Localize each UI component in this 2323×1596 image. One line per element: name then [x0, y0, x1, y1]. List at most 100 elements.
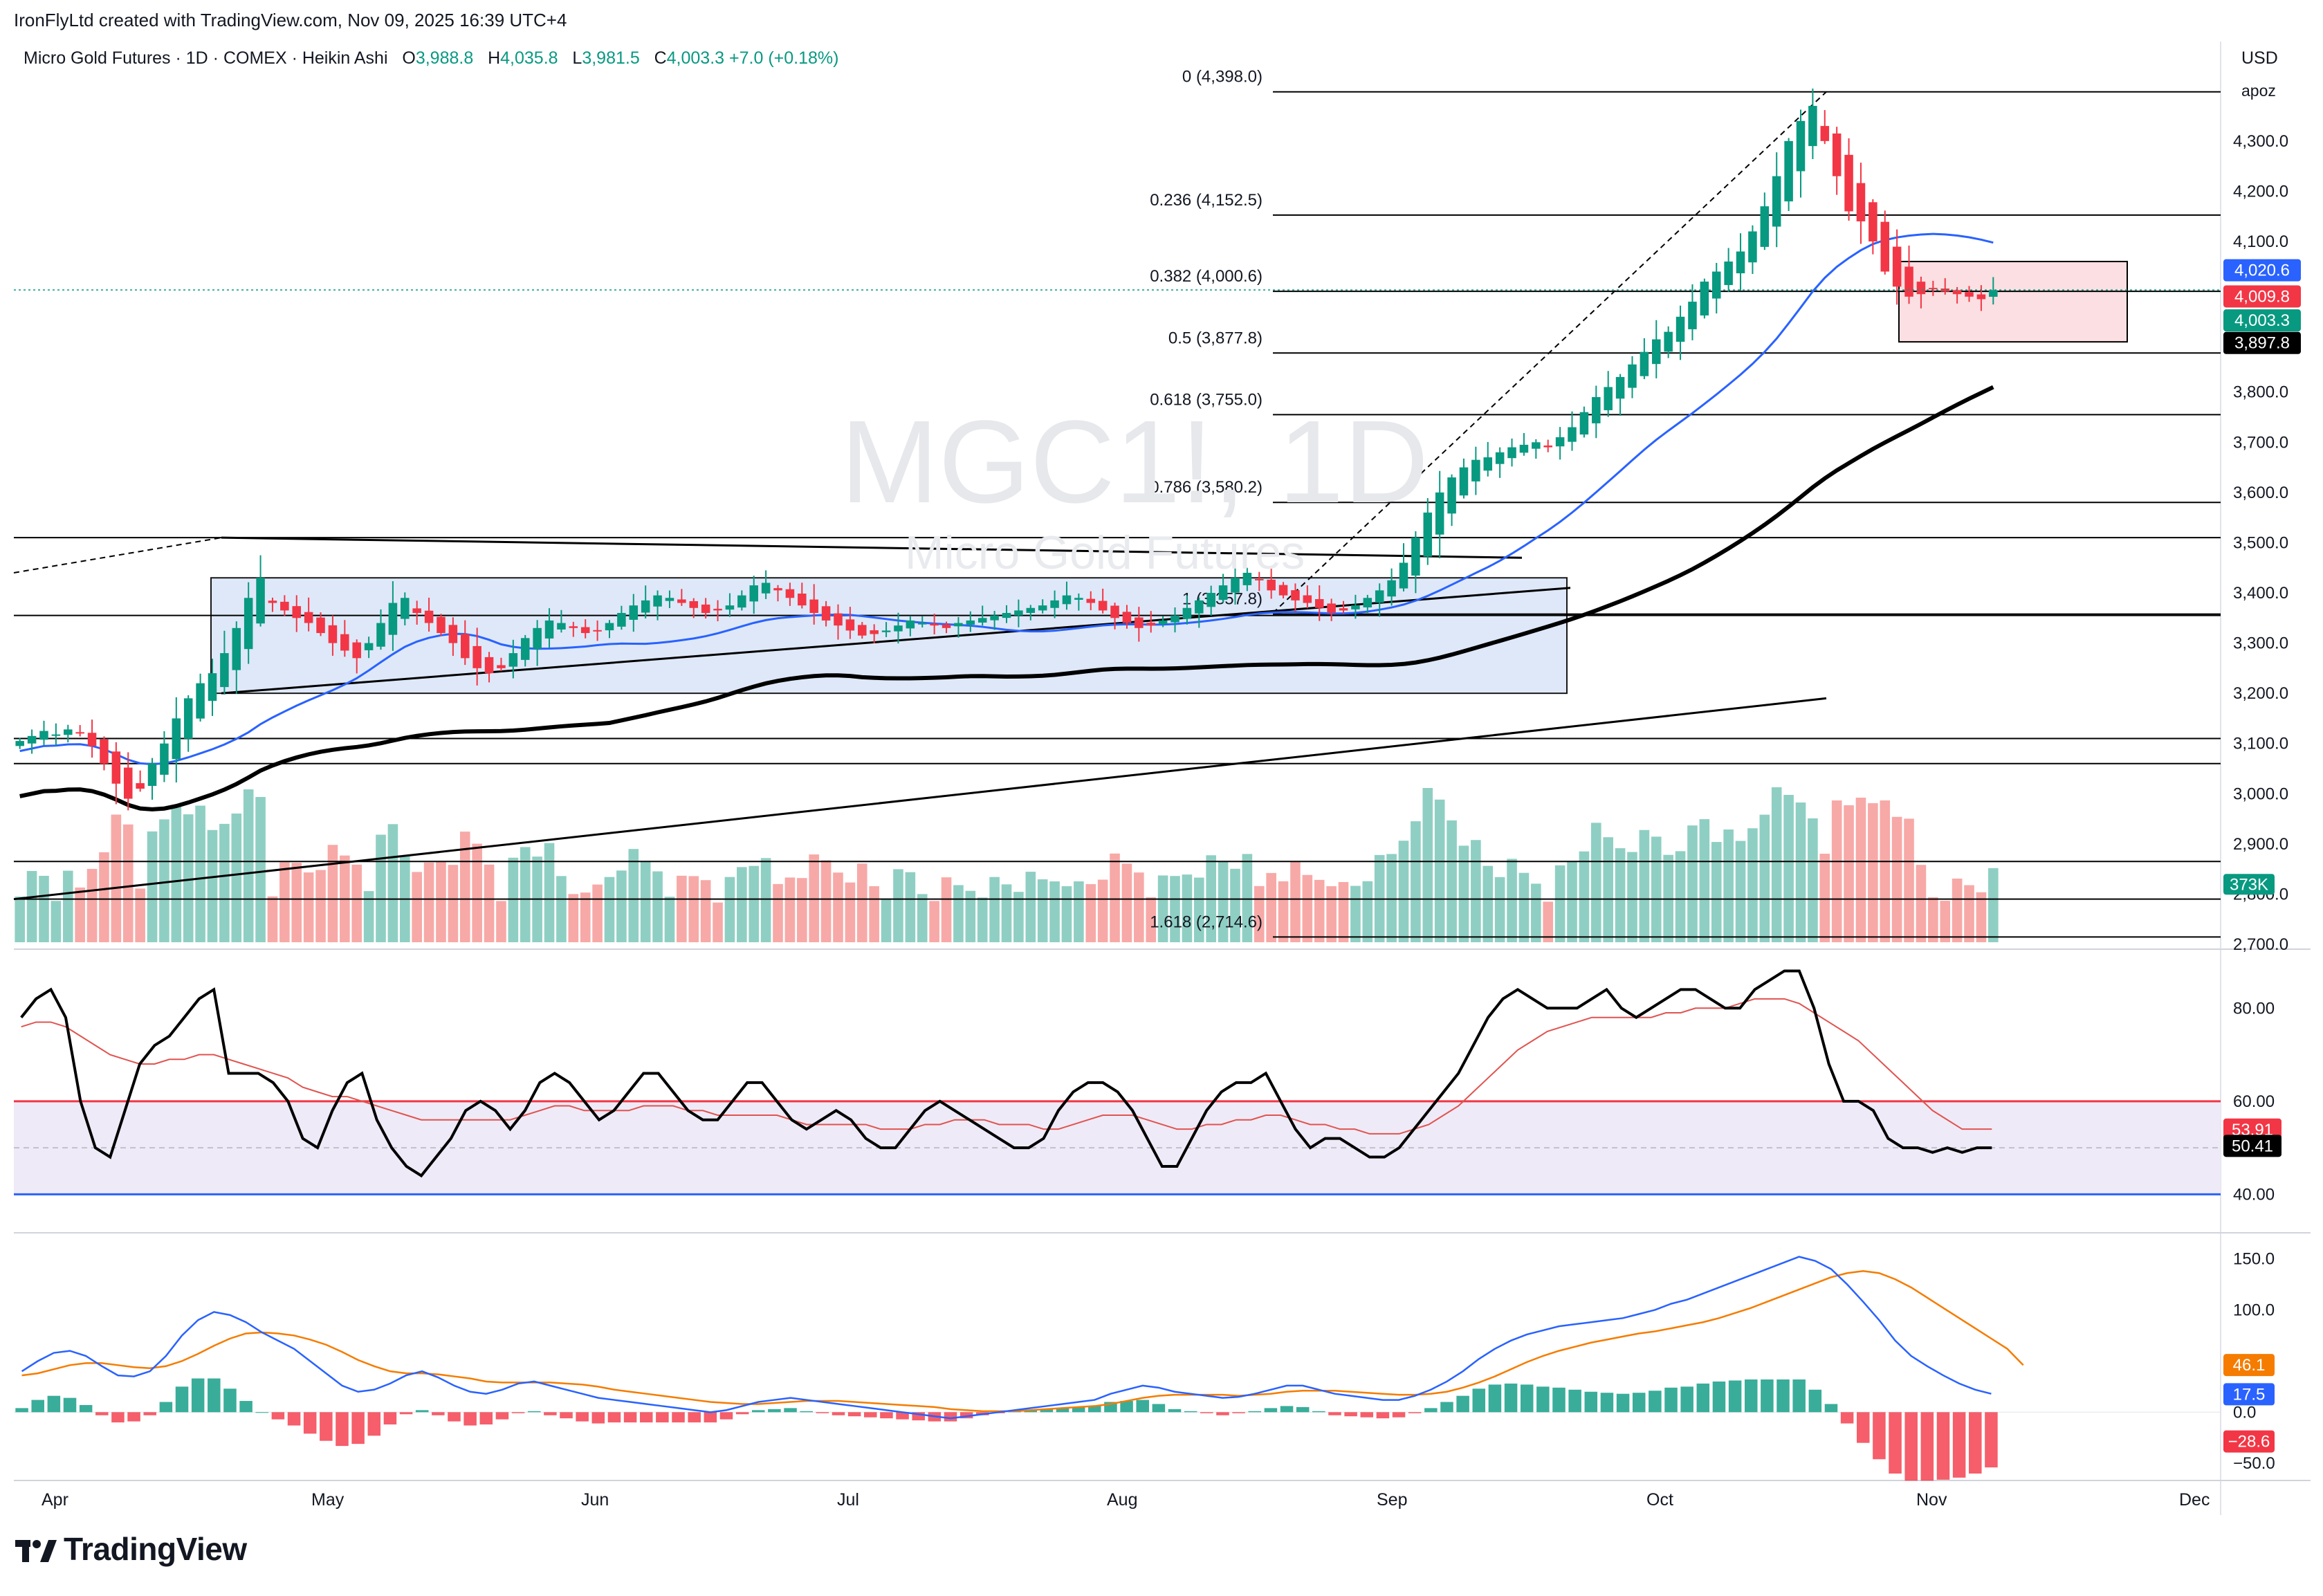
volume-bar — [989, 877, 1000, 942]
candle-body — [942, 624, 951, 628]
volume-bar — [568, 894, 579, 942]
macd-histogram-bar — [1360, 1412, 1374, 1418]
macd-histogram-bar — [1328, 1412, 1341, 1415]
candle-body — [424, 610, 434, 623]
candle-body — [244, 598, 253, 650]
macd-histogram-bar — [1296, 1406, 1310, 1413]
macd-badge-text: 46.1 — [2233, 1356, 2266, 1375]
volume-bar — [1230, 868, 1240, 942]
volume-bar — [315, 870, 326, 942]
macd-histogram-bar — [1952, 1412, 1966, 1478]
candle-body — [256, 578, 265, 624]
macd-histogram-bar — [1248, 1411, 1262, 1413]
scale-mode-label[interactable]: apoz — [2241, 82, 2276, 100]
candle-body — [1387, 580, 1396, 597]
macd-badge-text: −28.6 — [2228, 1433, 2270, 1451]
candle-body — [858, 625, 867, 636]
volume-bar — [1783, 795, 1794, 942]
volume-bar — [1350, 886, 1361, 942]
macd-histogram-bar — [271, 1412, 285, 1420]
candle-body — [1062, 595, 1072, 605]
price-badge — [2223, 331, 2301, 354]
candle-body — [1038, 605, 1047, 611]
date-tick-label: Oct — [1646, 1490, 1673, 1510]
volume-bar — [496, 901, 506, 942]
volume-bar — [219, 823, 230, 942]
volume-bar — [1254, 886, 1265, 942]
volume-bar — [820, 860, 832, 942]
macd-histogram-bar — [1649, 1391, 1662, 1413]
volume-bar — [1338, 881, 1349, 942]
volume-bar — [520, 847, 531, 942]
volume-bar — [1747, 828, 1758, 942]
candle-body — [1435, 492, 1444, 535]
macd-histogram-bar — [1280, 1406, 1294, 1413]
candle-body — [1423, 512, 1433, 557]
macd-histogram-bar — [255, 1412, 269, 1413]
macd-histogram-bar — [495, 1412, 509, 1420]
candle-body — [147, 763, 157, 787]
ohlc-low: 3,981.5 — [582, 48, 640, 68]
ohlc-high-label: H — [488, 48, 501, 68]
candle-body — [1255, 578, 1264, 580]
candle-body — [1483, 457, 1493, 471]
volume-bar — [929, 901, 939, 942]
candle-body — [966, 620, 975, 625]
candle-body — [497, 665, 506, 668]
price-badge — [2223, 259, 2301, 282]
volume-bar — [291, 863, 302, 942]
candle-body — [1615, 376, 1625, 399]
candle-body — [1459, 467, 1469, 496]
macd-histogram-bar — [1744, 1379, 1758, 1413]
candle-body — [1170, 615, 1179, 623]
macd-histogram-bar — [880, 1412, 893, 1419]
watermark-name: Micro Gold Futures — [905, 526, 1305, 579]
macd-histogram-bar — [672, 1412, 685, 1423]
symbol-legend[interactable]: Micro Gold Futures · 1D · COMEX · Heikin… — [24, 48, 838, 68]
volume-bar — [111, 814, 122, 942]
candle-body — [1952, 290, 1962, 295]
macd-histogram-bar — [448, 1412, 461, 1422]
candle-body — [520, 638, 530, 660]
volume-bar — [1518, 872, 1530, 942]
currency-label[interactable]: USD — [2241, 48, 2278, 68]
volume-bar — [1687, 825, 1698, 942]
candle-body — [196, 683, 205, 719]
volume-bar — [556, 876, 567, 942]
candle-body — [1339, 608, 1348, 611]
macd-histogram-bar — [1440, 1402, 1453, 1413]
candle-body — [1218, 585, 1228, 600]
volume-bar — [459, 832, 470, 942]
volume-bar — [423, 862, 434, 942]
rsi-line — [20, 969, 1992, 1178]
volume-bar — [724, 877, 735, 942]
volume-bar — [1808, 818, 1818, 942]
candle-body — [508, 653, 518, 667]
price-tick-label: 2,700.0 — [2233, 935, 2288, 954]
macd-histogram-bar — [1584, 1391, 1598, 1413]
volume-bar — [1170, 876, 1180, 942]
volume-bar — [1074, 881, 1084, 942]
ohlc-low-label: L — [572, 48, 582, 68]
volume-bar — [147, 831, 158, 942]
volume-bar — [15, 897, 26, 942]
ohlc-change: +7.0 (+0.18%) — [729, 48, 839, 68]
candle-body — [1231, 578, 1240, 593]
rsi-badge-text: 50.41 — [2232, 1137, 2273, 1155]
candle-body — [1206, 593, 1215, 607]
volume-bar — [1302, 874, 1313, 942]
candle-body — [1195, 600, 1204, 614]
macd-histogram-bar — [1424, 1408, 1438, 1413]
candle-body — [1074, 598, 1083, 600]
macd-histogram-bar — [832, 1412, 845, 1415]
macd-tick-label: 150.0 — [2233, 1250, 2275, 1269]
volume-bar — [351, 864, 362, 942]
fib-level-label: 1.618 (2,714.6) — [1150, 912, 1262, 931]
volume-bar — [1567, 861, 1577, 942]
candle-body — [1772, 176, 1781, 227]
volume-bar — [1422, 788, 1433, 942]
volume-bar — [737, 867, 747, 942]
fib-level-label: 0.786 (3,580.2) — [1150, 478, 1262, 497]
brand-name: TradingView — [64, 1531, 247, 1567]
